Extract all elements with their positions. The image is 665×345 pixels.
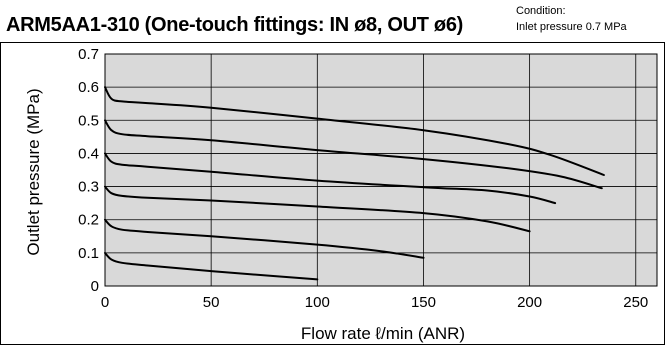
x-tick-label: 50	[203, 294, 220, 311]
y-tick-label: 0.5	[78, 112, 99, 129]
series-line-4	[104, 152, 557, 205]
condition-value: Inlet pressure 0.7 MPa	[516, 21, 627, 33]
series-line-3	[104, 185, 531, 233]
x-tick-label: 0	[101, 294, 109, 311]
y-tick-label: 0.1	[78, 245, 99, 262]
y-tick-label: 0.2	[78, 212, 99, 229]
plot-border	[104, 53, 658, 287]
series-lines	[104, 86, 605, 281]
series-line-5	[104, 119, 603, 190]
series-line-2	[104, 218, 425, 259]
chart-title: ARM5AA1-310 (One-touch fittings: IN ø8, …	[6, 14, 464, 36]
y-tick-label: 0.4	[78, 145, 99, 162]
condition-label: Condition:	[516, 5, 566, 17]
x-tick-label: 200	[517, 294, 542, 311]
x-tick-label: 250	[623, 294, 648, 311]
y-tick-label: 0.3	[78, 179, 99, 196]
grid-lines	[105, 54, 657, 286]
tick-labels: 0 50 100 150 200 250 0 0.1 0.2 0.3 0.4 0.5 0.6 0.7	[78, 46, 648, 311]
series-line-6	[104, 86, 605, 176]
x-axis-label: Flow rate ℓ/min (ANR)	[301, 324, 465, 343]
y-axis-label: Outlet pressure (MPa)	[24, 88, 43, 255]
y-tick-label: 0	[91, 278, 99, 295]
series-line-1	[104, 251, 319, 281]
x-tick-label: 150	[411, 294, 436, 311]
y-tick-label: 0.7	[78, 46, 99, 63]
x-tick-label: 100	[305, 294, 330, 311]
y-tick-label: 0.6	[78, 79, 99, 96]
condition-note: Condition: Inlet pressure 0.7 MPa	[516, 3, 627, 35]
